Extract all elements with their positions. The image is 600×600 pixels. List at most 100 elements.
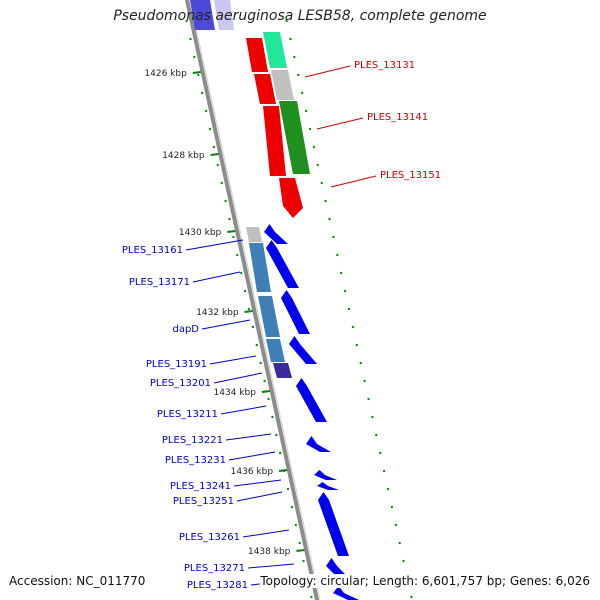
gene-label: PLES_13271 (184, 563, 245, 574)
outer-track-dot (351, 325, 355, 329)
gene-label: PLES_13151 (380, 170, 441, 181)
gene-label: PLES_13161 (122, 245, 183, 256)
scale-track-dot (263, 379, 266, 383)
major-tick-label: 1432 kbp (196, 308, 239, 318)
gene-label: PLES_13221 (162, 435, 223, 446)
outer-track-dot (312, 145, 316, 149)
outer-track-dot (304, 109, 308, 113)
gc-purple-feature (273, 363, 292, 378)
gc-steel-feature (266, 339, 285, 362)
cds-blue-arrow (318, 492, 349, 556)
outer-track-dot (328, 217, 331, 221)
gene-label-leader (213, 372, 263, 384)
major-tick-label: 1430 kbp (179, 228, 222, 238)
scale-track-dot (197, 73, 200, 77)
genome-backbone (184, 0, 320, 600)
cds-blue-arrow-partial (190, 0, 215, 30)
gc-steel-feature (258, 296, 280, 337)
cds-red-arrow (279, 178, 303, 218)
major-tick-label: 1426 kbp (144, 69, 187, 79)
gene-label: PLES_13281 (187, 580, 248, 591)
gc-grey-feature (246, 227, 262, 242)
gene-label-leader (185, 239, 244, 251)
gene-label: PLES_13241 (170, 481, 231, 492)
gene-label-leader (304, 65, 351, 78)
gene-label-leader (247, 563, 295, 569)
scale-track-dot (302, 559, 305, 563)
outer-track-dot (285, 19, 288, 23)
scale-track-dot (243, 289, 247, 293)
cds-red-arrow (254, 74, 276, 104)
accession-text: Accession: NC_011770 (9, 574, 146, 588)
rna-mint-feature (263, 32, 287, 68)
gene-label-leader (242, 529, 290, 538)
outer-track-dot (336, 253, 339, 257)
gene-label: dapD (172, 324, 199, 335)
outer-track-dot (339, 271, 343, 275)
scale-track-dot (298, 541, 301, 545)
major-tick-label: 1428 kbp (162, 151, 205, 161)
gene-label: PLES_13191 (146, 359, 207, 370)
outer-track-dot (394, 523, 398, 527)
cds-red-arrow (246, 38, 268, 72)
outer-track-dot (355, 343, 359, 347)
scale-track-dot (247, 307, 251, 311)
outer-track-dot (410, 595, 413, 599)
scale-track-dot (275, 433, 278, 437)
cds-blue-arrow (281, 290, 310, 334)
major-tick (296, 549, 305, 552)
major-tick (244, 310, 253, 313)
gene-label-leader (201, 319, 251, 330)
scale-track-dot (286, 487, 290, 491)
scale-track-dot (255, 343, 259, 347)
outer-track-dot (367, 397, 370, 401)
outer-track-dot (371, 415, 374, 419)
outer-track-dot (386, 487, 390, 491)
cds-blue-arrow (266, 240, 299, 288)
scale-track-dot (290, 505, 294, 509)
major-tick (192, 71, 201, 74)
gene-label: PLES_13131 (354, 60, 415, 71)
outer-track-dot (320, 181, 323, 185)
scale-track-dot (294, 523, 298, 527)
scale-track-dot (232, 235, 235, 239)
scale-track-dot (278, 451, 282, 455)
outer-track-dot (378, 451, 382, 455)
outer-track-dot (297, 73, 300, 77)
cds-blue-arrow (296, 378, 327, 422)
scale-track-dot (208, 127, 212, 131)
scale-track-dot (236, 253, 239, 257)
gene-label: PLES_13171 (129, 277, 190, 288)
gene-label: PLES_13261 (179, 532, 240, 543)
outer-track-dot (375, 433, 378, 437)
gc-steel-feature (249, 243, 271, 292)
major-tick (278, 469, 288, 472)
outer-track-dot (289, 37, 292, 41)
gene-label-leader (209, 355, 257, 365)
genome-backbone-highlight (189, 0, 321, 600)
outer-track-dot (343, 289, 347, 293)
scale-track-dot (224, 199, 227, 203)
outer-track-dot (382, 469, 386, 473)
outer-track-dot (347, 307, 351, 311)
gene-label: PLES_13231 (165, 455, 226, 466)
gene-label-leader (316, 117, 364, 130)
major-tick (210, 153, 219, 156)
genome-summary-text: Topology: circular; Length: 6,601,757 bp… (260, 574, 590, 588)
scale-track-dot (189, 37, 192, 41)
outer-track-dot (293, 55, 296, 59)
gene-label: PLES_13141 (367, 112, 428, 123)
gc-grey-feature (271, 70, 294, 100)
scale-track-dot (228, 217, 231, 221)
cds-blue-arrow (317, 482, 339, 490)
gene-label: PLES_13211 (157, 409, 218, 420)
gene-label-leader (330, 175, 377, 188)
gene-label-leader (236, 491, 283, 502)
scale-track-dot (271, 415, 274, 419)
gene-label-leader (220, 405, 267, 415)
map-title: Pseudomonas aeruginosa LESB58, complete … (113, 8, 487, 24)
outer-track-dot (398, 541, 401, 545)
outer-track-dot (390, 505, 394, 509)
